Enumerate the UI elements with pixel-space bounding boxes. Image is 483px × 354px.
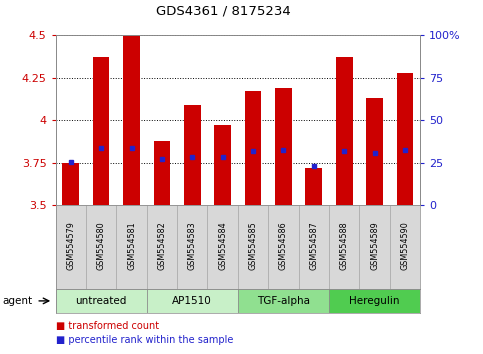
- Bar: [208, 205, 238, 289]
- Bar: [305, 168, 322, 205]
- Text: ■ percentile rank within the sample: ■ percentile rank within the sample: [56, 335, 233, 345]
- Bar: [177, 205, 208, 289]
- Bar: [329, 205, 359, 289]
- Bar: [275, 88, 292, 205]
- Bar: [245, 91, 261, 205]
- Text: GSM554583: GSM554583: [188, 221, 197, 269]
- Bar: [184, 105, 200, 205]
- Bar: [147, 205, 177, 289]
- Bar: [238, 205, 268, 289]
- Text: untreated: untreated: [75, 296, 127, 306]
- Bar: [268, 205, 298, 289]
- Bar: [147, 289, 238, 313]
- Bar: [123, 35, 140, 205]
- Bar: [86, 205, 116, 289]
- Bar: [62, 163, 79, 205]
- Bar: [93, 57, 110, 205]
- Text: GSM554582: GSM554582: [157, 221, 167, 270]
- Bar: [238, 289, 329, 313]
- Bar: [359, 205, 390, 289]
- Text: GSM554590: GSM554590: [400, 221, 410, 270]
- Bar: [116, 205, 147, 289]
- Text: ■ transformed count: ■ transformed count: [56, 321, 159, 331]
- Text: GSM554579: GSM554579: [66, 221, 75, 270]
- Bar: [329, 289, 420, 313]
- Bar: [154, 141, 170, 205]
- Text: GSM554585: GSM554585: [249, 221, 257, 270]
- Text: GDS4361 / 8175234: GDS4361 / 8175234: [156, 5, 291, 18]
- Text: GSM554587: GSM554587: [309, 221, 318, 270]
- Text: TGF-alpha: TGF-alpha: [257, 296, 310, 306]
- Bar: [336, 57, 353, 205]
- Bar: [56, 205, 86, 289]
- Bar: [298, 205, 329, 289]
- Text: GSM554586: GSM554586: [279, 221, 288, 269]
- Bar: [390, 205, 420, 289]
- Text: GSM554584: GSM554584: [218, 221, 227, 269]
- Bar: [56, 289, 147, 313]
- Text: GSM554589: GSM554589: [370, 221, 379, 270]
- Text: GSM554588: GSM554588: [340, 221, 349, 269]
- Bar: [214, 125, 231, 205]
- Bar: [366, 98, 383, 205]
- Text: AP1510: AP1510: [172, 296, 212, 306]
- Text: Heregulin: Heregulin: [349, 296, 400, 306]
- Bar: [397, 73, 413, 205]
- Text: GSM554580: GSM554580: [97, 221, 106, 269]
- Text: GSM554581: GSM554581: [127, 221, 136, 269]
- Text: agent: agent: [2, 296, 32, 306]
